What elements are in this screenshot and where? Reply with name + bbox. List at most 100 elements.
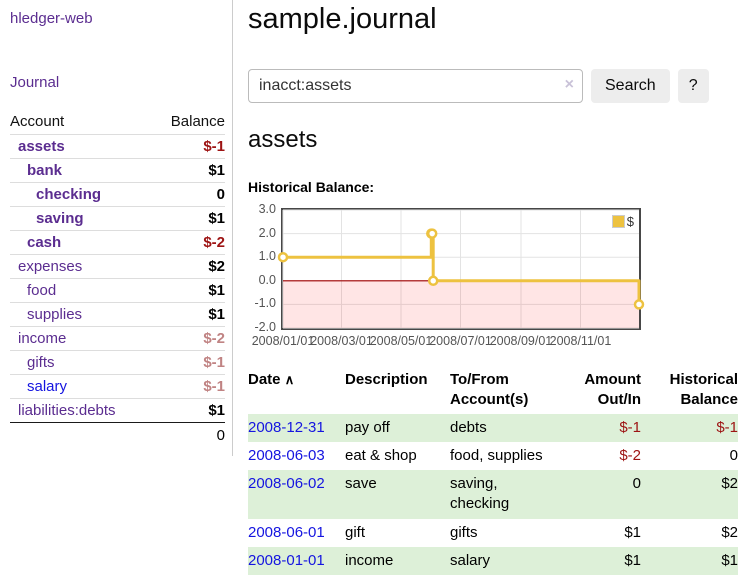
chart-y-tick-label: -2.0 [254,320,276,334]
account-balance: $1 [152,302,225,327]
transaction-balance: $2 [721,523,738,541]
register-table: Date ∧ Description To/From Account(s) Am… [248,367,738,575]
account-row: gifts $-1 [10,350,225,375]
account-row: checking 0 [10,182,225,207]
page-title: sample.journal [248,3,437,35]
transaction-row: 2008-06-01 gift gifts $1 $2 [248,519,738,547]
transaction-accounts: debts [450,418,487,436]
transaction-description: save [345,475,377,492]
chart-y-tick-label: 3.0 [258,202,276,216]
transaction-date-link[interactable]: 2008-01-01 [248,551,325,569]
transaction-row: 2008-06-03 eat & shop food, supplies $-2 0 [248,442,738,470]
legend-swatch-icon [611,215,625,228]
transaction-balance: $-1 [716,418,738,436]
account-balance: $1 [152,278,225,303]
account-link[interactable]: salary [27,378,68,395]
account-link[interactable]: supplies [27,306,83,323]
account-row: salary $-1 [10,374,225,399]
account-balance: $-1 [152,374,225,399]
transaction-row: 2008-01-01 income salary $1 $1 [248,546,738,575]
sidebar-item-journal[interactable]: Journal [10,74,60,91]
account-link[interactable]: income [18,330,67,347]
chart-y-tick-label: -1.0 [254,296,276,311]
register-header-date[interactable]: Date ∧ [248,371,295,388]
sort-asc-icon: ∧ [284,372,295,387]
account-row: income $-2 [10,326,225,351]
account-row: liabilities:debts $1 [10,398,225,423]
account-link[interactable]: gifts [27,354,55,371]
account-balance: $1 [152,158,225,183]
account-link[interactable]: expenses [18,258,83,275]
register-header-row: Date ∧ Description To/From Account(s) Am… [248,367,738,414]
account-balance: 0 [152,182,225,207]
transaction-amount: $1 [624,551,641,569]
account-balance: $-2 [152,326,225,351]
transaction-amount: $-2 [619,446,641,464]
account-row: assets $-1 [10,134,225,159]
transaction-accounts: salary [450,551,491,569]
account-row: saving $1 [10,206,225,231]
transaction-date-link[interactable]: 2008-06-03 [248,446,325,464]
chart-y-tick-label: 2.0 [258,225,276,240]
search-clear-icon[interactable]: × [564,76,574,93]
account-row: expenses $2 [10,254,225,279]
transaction-date-link[interactable]: 2008-06-01 [248,523,325,541]
brand-link[interactable]: hledger-web [10,10,93,27]
search-button[interactable]: Search [591,69,670,103]
register-header-balance: Historical Balance [669,371,738,409]
account-link[interactable]: bank [27,162,63,179]
transaction-amount: 0 [632,475,641,492]
account-link[interactable]: cash [27,234,62,251]
help-button[interactable]: ? [677,69,709,103]
accounts-total-value: 0 [152,422,225,448]
transaction-balance: $2 [721,475,738,492]
chart-title: Historical Balance: [248,179,375,195]
search-form: × Search ? [248,69,738,103]
accounts-header-balance: Balance [170,113,225,130]
account-balance: $2 [152,254,225,279]
accounts-total-row: 0 [10,422,225,448]
account-row: bank $1 [10,158,225,183]
account-link[interactable]: saving [36,210,84,227]
transaction-balance: $1 [721,551,738,569]
chart-y-tick-label: 0.0 [258,272,276,287]
chart-x-tick-label: 2008/05/01 [369,334,433,348]
accounts-header-row: Account Balance [10,109,225,135]
accounts-total-spacer [10,422,153,448]
account-row: food $1 [10,278,225,303]
chart-y-tick-label: 1.0 [258,249,276,264]
chart-x-tick-label: 2008/09/01 [489,334,553,348]
account-link[interactable]: liabilities:debts [18,402,116,419]
account-heading: assets [248,126,318,153]
transaction-balance: 0 [729,446,738,464]
sidebar: hledger-web Journal Account Balance asse… [0,0,233,582]
account-link[interactable]: food [27,282,57,299]
legend-label: $ [626,214,634,229]
transaction-accounts: gifts [450,523,478,541]
accounts-header-account: Account [10,113,65,130]
transaction-accounts: saving, checking [450,475,510,513]
register-header-amount: Amount Out/In [584,371,641,409]
search-field-wrap: × [248,69,583,103]
transaction-row: 2008-06-02 save saving, checking 0 $2 [248,470,738,519]
account-link[interactable]: assets [18,138,65,155]
historical-balance-chart: $ 3.0 2.0 1.0 0.0 -1.0 -2.0 2008/01/01 2008/03/… [248,202,648,350]
transaction-accounts: food, supplies [450,446,543,464]
transaction-date-link[interactable]: 2008-06-02 [248,475,325,492]
accounts-table: Account Balance assets $-1 bank $1 checking 0… [10,109,225,448]
transaction-description: pay off [345,418,390,436]
account-balance: $1 [152,206,225,231]
chart-plot-area: $ [277,208,645,330]
register-header-description: Description [345,371,428,388]
search-input[interactable] [248,69,583,103]
transaction-date-link[interactable]: 2008-12-31 [248,418,325,436]
transaction-amount: $-1 [619,418,641,436]
account-row: cash $-2 [10,230,225,255]
account-balance: $1 [152,398,225,423]
account-link[interactable]: checking [36,186,102,203]
transaction-description: income [345,551,394,569]
account-balance: $-1 [152,350,225,375]
transaction-description: eat & shop [345,446,417,464]
transaction-amount: $1 [624,523,641,541]
